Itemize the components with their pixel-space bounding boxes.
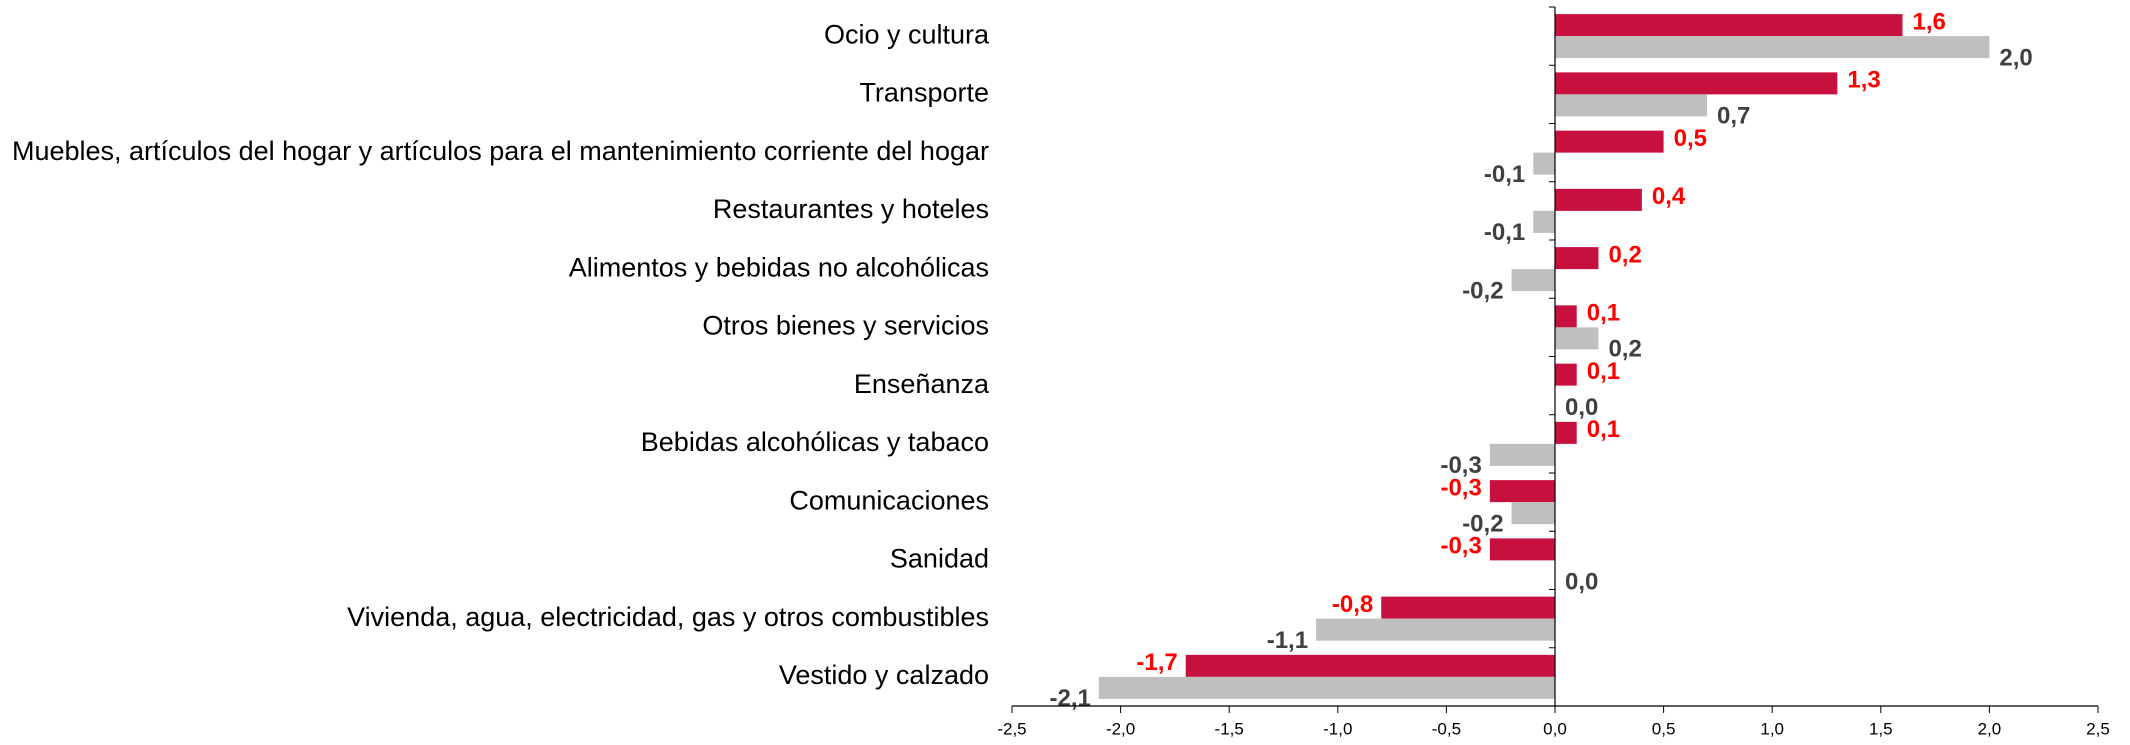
value-label: 0,7 <box>1717 103 1750 130</box>
value-label: 0,1 <box>1587 300 1620 327</box>
category-label: Alimentos y bebidas no alcohólicas <box>569 252 989 282</box>
bar <box>1533 152 1555 175</box>
bar <box>1533 210 1555 233</box>
value-label: -0,8 <box>1332 591 1373 618</box>
category-label: Enseñanza <box>854 369 990 399</box>
value-label: -1,1 <box>1267 627 1308 654</box>
x-tick-label: 0,5 <box>1652 719 1676 738</box>
bar <box>1555 421 1577 444</box>
value-label: 0,0 <box>1565 569 1598 596</box>
value-label: 0,2 <box>1608 336 1641 363</box>
bar <box>1555 130 1664 153</box>
category-label: Vestido y calzado <box>779 660 989 690</box>
value-label: 0,5 <box>1674 125 1707 152</box>
bar <box>1316 618 1555 641</box>
category-label: Otros bienes y servicios <box>702 311 989 341</box>
bar <box>1185 654 1555 677</box>
value-label: -2,1 <box>1050 685 1091 712</box>
value-label: -1,7 <box>1136 649 1177 676</box>
bar <box>1555 363 1577 386</box>
value-label: -0,1 <box>1484 219 1525 246</box>
value-label: 0,2 <box>1608 241 1641 268</box>
x-tick-label: -1,5 <box>1215 719 1244 738</box>
bar <box>1381 596 1555 619</box>
category-label: Vivienda, agua, electricidad, gas y otro… <box>347 602 989 632</box>
value-label: 2,0 <box>1999 44 2032 71</box>
x-tick-label: 2,0 <box>1978 719 2002 738</box>
bar <box>1098 676 1555 699</box>
value-label: -0,1 <box>1484 161 1525 188</box>
x-tick-label: 0,0 <box>1543 719 1567 738</box>
x-tick-label: -1,0 <box>1323 719 1352 738</box>
value-label: -0,3 <box>1440 452 1481 479</box>
value-label: 0,1 <box>1587 358 1620 385</box>
bar <box>1555 247 1599 270</box>
x-tick-label: -2,0 <box>1106 719 1135 738</box>
x-tick-label: 2,5 <box>2086 719 2110 738</box>
value-label: 0,1 <box>1587 416 1620 443</box>
bar <box>1489 480 1555 503</box>
bar <box>1555 327 1599 350</box>
bar <box>1511 269 1555 292</box>
bar <box>1511 502 1555 525</box>
bar <box>1555 36 1990 59</box>
value-label: 1,3 <box>1847 67 1880 94</box>
category-label: Comunicaciones <box>789 485 989 515</box>
x-tick-label: -2,5 <box>997 719 1026 738</box>
bar <box>1555 72 1838 95</box>
category-label: Ocio y cultura <box>824 19 990 49</box>
value-label: 1,6 <box>1913 8 1946 35</box>
category-label: Transporte <box>859 78 989 108</box>
x-tick-label: -0,5 <box>1432 719 1461 738</box>
value-label: 0,4 <box>1652 183 1686 210</box>
bar <box>1555 94 1708 117</box>
bar <box>1555 14 1903 37</box>
bar <box>1555 188 1642 211</box>
category-label: Muebles, artículos del hogar y artículos… <box>12 136 989 166</box>
category-label: Sanidad <box>890 544 989 574</box>
bar <box>1489 538 1555 561</box>
value-label: -0,2 <box>1462 277 1503 304</box>
bar <box>1555 305 1577 328</box>
value-label: -0,3 <box>1440 474 1481 501</box>
category-label: Restaurantes y hoteles <box>713 194 989 224</box>
category-label: Bebidas alcohólicas y tabaco <box>641 427 989 457</box>
x-tick-label: 1,5 <box>1869 719 1893 738</box>
x-tick-label: 1,0 <box>1760 719 1784 738</box>
value-label: -0,3 <box>1440 533 1481 560</box>
value-label: -0,2 <box>1462 510 1503 537</box>
bar <box>1489 443 1555 466</box>
value-label: 0,0 <box>1565 394 1598 421</box>
